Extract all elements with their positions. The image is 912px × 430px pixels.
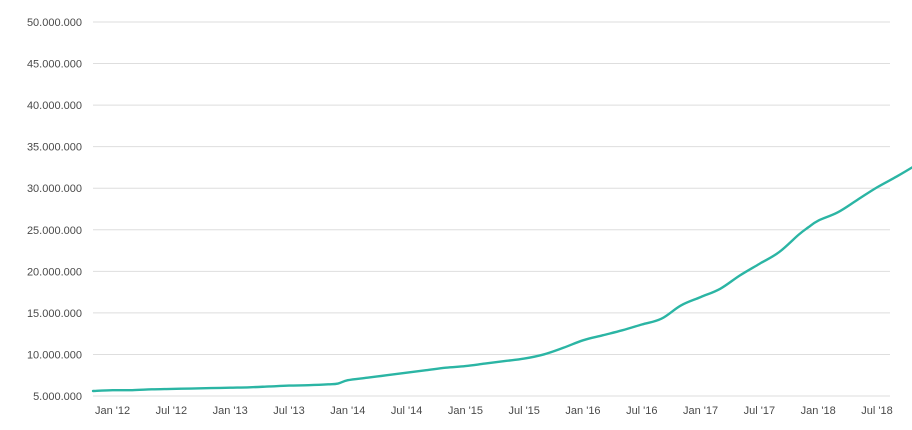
y-tick-label: 35.000.000	[27, 142, 82, 154]
x-tick-label: Jul '16	[626, 405, 657, 417]
x-tick-label: Jan '13	[213, 405, 248, 417]
x-tick-label: Jul '17	[744, 405, 775, 417]
y-tick-label: 40.000.000	[27, 100, 82, 112]
y-tick-label: 25.000.000	[27, 225, 82, 237]
x-tick-label: Jul '12	[156, 405, 187, 417]
plot-area	[91, 166, 912, 393]
x-tick-label: Jan '14	[330, 405, 365, 417]
x-tick-label: Jan '18	[801, 405, 836, 417]
y-axis: 5.000.000 10.000.000 15.000.000 20.000.000 2…	[27, 17, 82, 403]
x-tick-label: Jul '14	[391, 405, 422, 417]
y-tick-label: 50.000.000	[27, 17, 82, 29]
series-line	[91, 166, 912, 393]
x-tick-label: Jan '12	[95, 405, 130, 417]
x-tick-label: Jan '16	[565, 405, 600, 417]
x-tick-label: Jan '17	[683, 405, 718, 417]
y-tick-label: 15.000.000	[27, 308, 82, 320]
x-tick-label: Jan '15	[448, 405, 483, 417]
x-tick-label: Jul '15	[508, 405, 539, 417]
y-tick-label: 20.000.000	[27, 266, 82, 278]
y-tick-label: 30.000.000	[27, 183, 82, 195]
gridlines	[93, 21, 890, 397]
y-tick-label: 45.000.000	[27, 59, 82, 71]
x-tick-label: Jul '18	[861, 405, 892, 417]
y-tick-label: 10.000.000	[27, 349, 82, 361]
y-tick-label: 5.000.000	[33, 391, 82, 403]
x-tick-label: Jul '13	[273, 405, 304, 417]
x-axis: Jan '12 Jul '12 Jan '13 Jul '13 Jan '14 Jul '…	[95, 405, 893, 417]
